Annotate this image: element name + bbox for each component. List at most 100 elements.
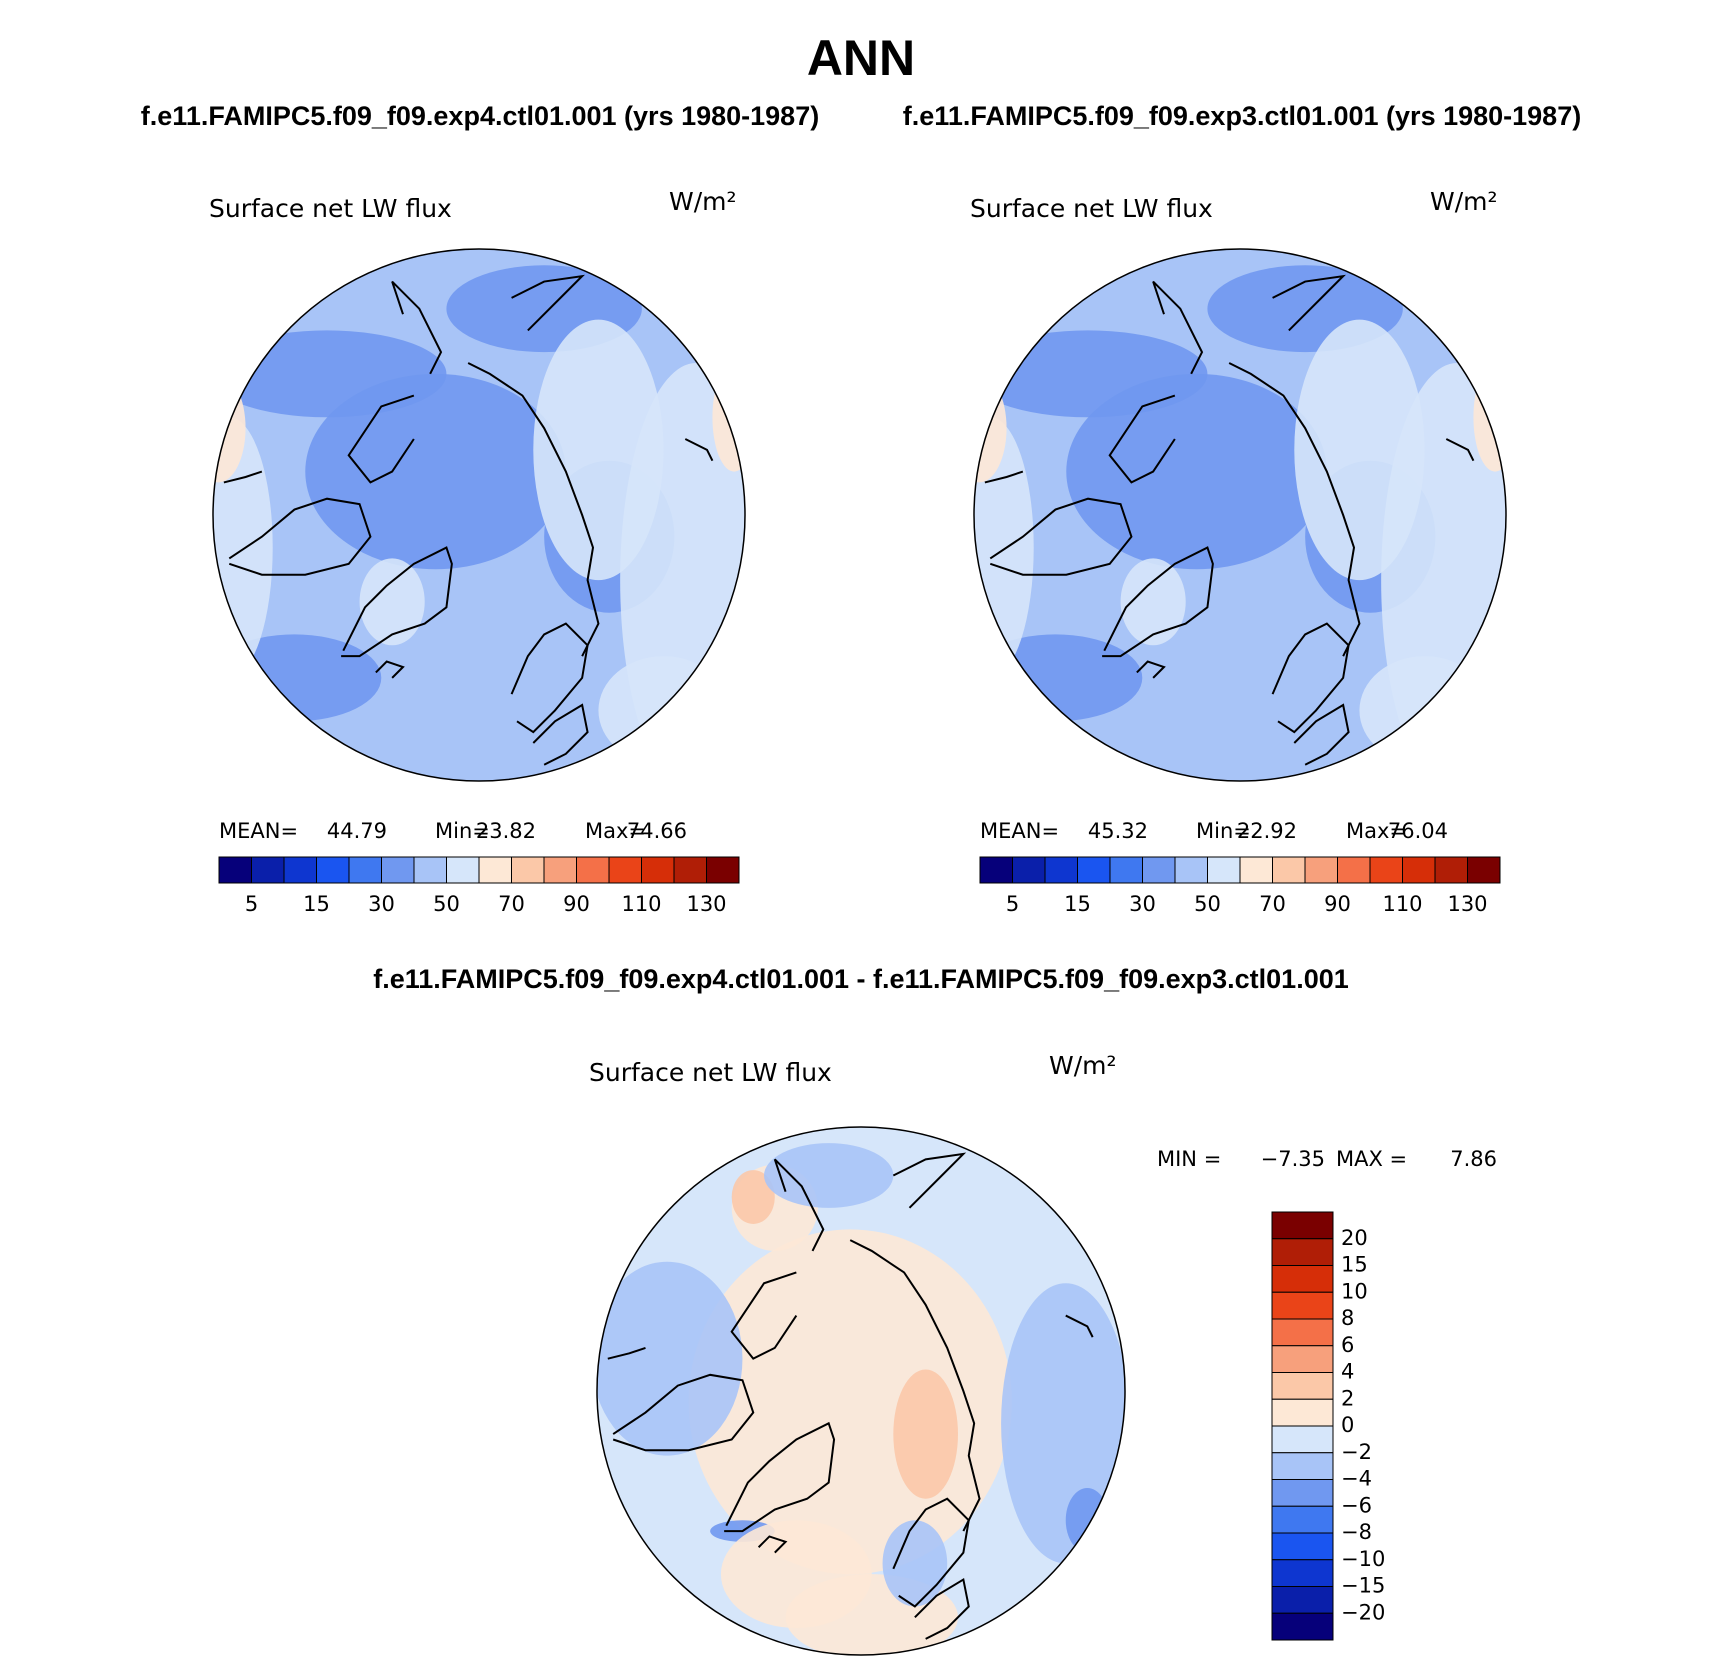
- stat-value: −7.35: [1261, 1147, 1325, 1171]
- contour-region: [882, 1520, 948, 1607]
- colorbar-bin: [1271, 1318, 1334, 1347]
- stat-value: 7.86: [1450, 1147, 1497, 1171]
- colorbar-bin: [1271, 1425, 1334, 1454]
- colorbar-bin: [543, 856, 577, 884]
- colorbar-bin: [413, 856, 447, 884]
- coastline: [1445, 438, 1475, 462]
- colorbar-bin: [1142, 856, 1176, 884]
- stat-label: MAX =: [1336, 1147, 1407, 1171]
- coastline: [341, 546, 453, 658]
- colorbar-bin: [1271, 1372, 1334, 1400]
- colorbar-bin: [1271, 1291, 1334, 1320]
- colorbar-label: 90: [1324, 892, 1351, 916]
- map-border: [973, 248, 1507, 782]
- coastline: [989, 497, 1133, 576]
- colorbar-bin: [576, 856, 610, 884]
- units: W/m²: [669, 187, 737, 216]
- colorbar-bin: [1271, 1505, 1334, 1534]
- colorbar-bin: [511, 856, 545, 884]
- contour-region: [1120, 558, 1186, 646]
- figure-title: ANN: [807, 30, 915, 86]
- coastline: [391, 280, 443, 375]
- colorbar-bin: [1271, 1612, 1334, 1641]
- colorbar-label: 5: [245, 892, 258, 916]
- colorbar-bin: [1272, 856, 1306, 884]
- colorbar-bin: [1271, 1532, 1334, 1561]
- coastline: [1108, 394, 1176, 484]
- colorbar-bin: [478, 856, 512, 884]
- colorbar-label: 5: [1006, 892, 1019, 916]
- coastline: [724, 1421, 836, 1533]
- stat-value: 22.92: [1237, 819, 1297, 843]
- colorbar-bin: [1109, 856, 1143, 884]
- colorbar-label: 8: [1341, 1306, 1354, 1330]
- colorbar-bin: [1271, 1238, 1334, 1266]
- contour-region: [1294, 319, 1425, 581]
- coastline: [757, 1535, 788, 1554]
- coastline: [914, 1577, 970, 1640]
- coastline: [1152, 280, 1204, 375]
- stat-value: 45.32: [1088, 819, 1148, 843]
- stat-value: 74.66: [627, 819, 687, 843]
- colorbar-bin: [1044, 856, 1078, 884]
- colorbar-label: 15: [1341, 1253, 1368, 1277]
- colorbar-bin: [1434, 856, 1468, 884]
- colorbar-bin: [1174, 856, 1208, 884]
- contour-region: [597, 1261, 743, 1456]
- coastline: [1102, 546, 1214, 658]
- coastline: [1065, 1314, 1094, 1338]
- contour-region: [213, 373, 246, 483]
- coastline: [684, 438, 714, 462]
- colorbar-label: 90: [563, 892, 590, 916]
- map-border: [212, 248, 746, 782]
- colorbar-bin: [1271, 1398, 1334, 1427]
- subtitle: f.e11.FAMIPC5.f09_f09.exp3.ctl01.001 (yr…: [903, 101, 1581, 131]
- difference-title: f.e11.FAMIPC5.f09_f09.exp4.ctl01.001 - f…: [373, 964, 1349, 994]
- colorbar-bin: [1337, 856, 1371, 884]
- contour-region: [712, 363, 745, 472]
- stat-label: Min=: [435, 819, 490, 843]
- coastline: [607, 1346, 646, 1360]
- colorbar-bin: [1239, 856, 1273, 884]
- coastline: [892, 1152, 967, 1209]
- colorbar-bin: [1271, 1479, 1334, 1507]
- contour-region: [974, 634, 1143, 722]
- map: [597, 1127, 1125, 1655]
- colorbar-bin: [1271, 1265, 1334, 1293]
- coastline: [532, 703, 589, 766]
- colorbar-label: −8: [1341, 1520, 1372, 1544]
- subtitle: f.e11.FAMIPC5.f09_f09.exp4.ctl01.001 (yr…: [141, 101, 819, 131]
- colorbar-bin: [1369, 856, 1403, 884]
- coastline: [1136, 660, 1166, 679]
- colorbar-label: −6: [1341, 1493, 1372, 1517]
- contour-region: [974, 330, 1208, 418]
- contour-region: [893, 1369, 958, 1499]
- colorbar-bin: [706, 856, 740, 884]
- colorbar-bin: [1304, 856, 1338, 884]
- colorbar-label: 70: [1259, 892, 1286, 916]
- contour-region: [1473, 363, 1506, 472]
- coastline: [612, 1373, 755, 1452]
- colorbar-bin: [641, 856, 675, 884]
- stat-label: MIN =: [1157, 1147, 1221, 1171]
- colorbar-label: −20: [1341, 1600, 1385, 1624]
- coastline: [228, 497, 372, 576]
- colorbar-bin: [316, 856, 350, 884]
- colorbar-bin: [446, 856, 480, 884]
- contour-region: [213, 417, 273, 678]
- colorbar-label: −2: [1341, 1440, 1372, 1464]
- coastline: [1272, 274, 1346, 332]
- stat-label: Min=: [1196, 819, 1251, 843]
- colorbar-bin: [251, 856, 285, 884]
- colorbar-bin: [1271, 1559, 1334, 1587]
- stat-label: MEAN=: [980, 819, 1059, 843]
- contour-region: [974, 417, 1034, 678]
- contour-region: [1001, 1283, 1125, 1564]
- colorbar-bin: [608, 856, 642, 884]
- colorbar-bin: [348, 856, 382, 884]
- colorbar-bin: [979, 856, 1013, 884]
- colorbar-bin: [1012, 856, 1046, 884]
- contour-region: [1359, 656, 1490, 765]
- contour-region: [974, 373, 1007, 483]
